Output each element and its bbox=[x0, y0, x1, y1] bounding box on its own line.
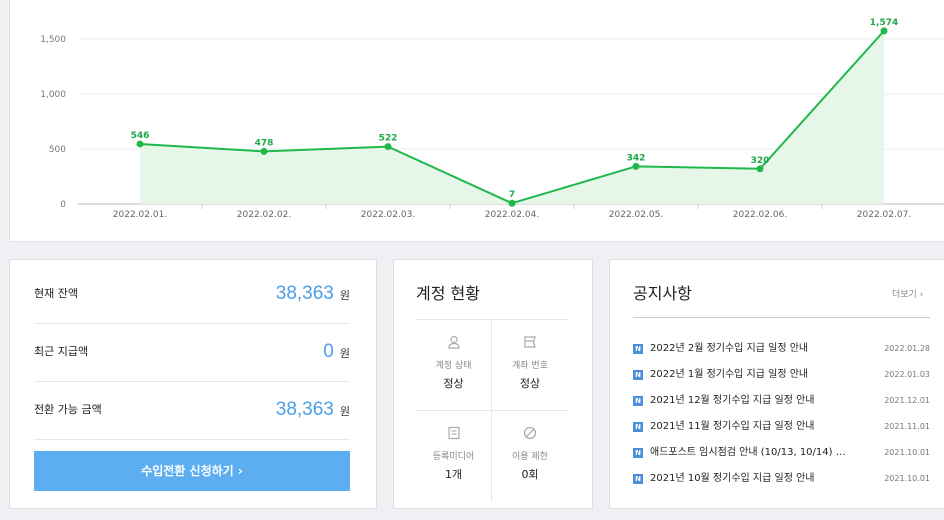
usage-restriction-label: 이용 제한 bbox=[512, 452, 548, 462]
convertible-amount-row: 전환 가능 금액 38,363 원 bbox=[34, 381, 350, 440]
account-state-cell: 계정 상태 정상 bbox=[416, 320, 492, 411]
data-point bbox=[260, 147, 268, 155]
account-state-value: 정상 bbox=[443, 377, 464, 390]
revenue-line-chart: 0 500 1,000 1,500 2022.02.01. 2022.02.02. 2022… bbox=[40, 18, 944, 220]
current-balance-value: 38,363 원 bbox=[276, 265, 350, 325]
bank-account-label: 계좌 번호 bbox=[512, 361, 548, 371]
data-point bbox=[756, 165, 764, 173]
notice-item[interactable]: N 2022년 2월 정기수입 지급 일정 안내 2022.01.28 bbox=[633, 338, 930, 364]
new-badge-icon: N bbox=[633, 474, 643, 484]
data-label: 546 bbox=[131, 131, 150, 141]
account-status-grid: 계정 상태 정상 계좌 번호 정상 등록미디어 1개 이용 제한 0회 bbox=[416, 319, 568, 520]
y-tick-label: 1,500 bbox=[40, 35, 66, 45]
convertible-amount-value: 38,363 원 bbox=[276, 381, 350, 441]
x-tick-label: 2022.02.02. bbox=[237, 210, 291, 220]
registered-media-cell: 등록미디어 1개 bbox=[416, 411, 492, 502]
bank-account-cell: 계좌 번호 정상 bbox=[492, 320, 568, 411]
notice-item-date: 2022.01.28 bbox=[884, 344, 930, 353]
usage-restriction-cell: 이용 제한 0회 bbox=[492, 411, 568, 502]
data-label: 7 bbox=[509, 190, 515, 200]
x-tick-label: 2022.02.07. bbox=[857, 210, 911, 220]
notice-item-title[interactable]: 애드포스트 임시점검 안내 (10/13, 10/14) … bbox=[650, 447, 846, 458]
x-tick-label: 2022.02.04. bbox=[485, 210, 539, 220]
revenue-chart-panel: 0 500 1,000 1,500 2022.02.01. 2022.02.02. 2022… bbox=[9, 0, 944, 242]
data-point bbox=[136, 140, 144, 148]
notice-panel: 공지사항 더보기 › N 2022년 2월 정기수입 지급 일정 안내 2022… bbox=[609, 259, 944, 509]
account-status-panel: 계정 현황 계정 상태 정상 계좌 번호 정상 등록미디어 1개 이용 제한 0… bbox=[393, 259, 593, 509]
data-label: 478 bbox=[255, 138, 274, 148]
y-tick-label: 1,000 bbox=[40, 90, 66, 100]
convertible-amount-number: 38,363 bbox=[275, 399, 334, 420]
new-badge-icon: N bbox=[633, 370, 643, 380]
notice-divider bbox=[633, 317, 930, 318]
document-icon bbox=[447, 426, 460, 440]
notice-item[interactable]: N 2022년 1월 정기수입 지급 일정 안내 2022.01.03 bbox=[633, 364, 930, 390]
data-point bbox=[384, 143, 392, 151]
data-label: 1,574 bbox=[870, 18, 898, 28]
notice-title: 공지사항 bbox=[633, 284, 692, 303]
bank-account-value: 정상 bbox=[519, 377, 541, 390]
convert-request-button[interactable]: 수입전환 신청하기 › bbox=[34, 451, 350, 491]
account-state-label: 계정 상태 bbox=[435, 361, 472, 371]
registered-media-label: 등록미디어 bbox=[432, 452, 475, 462]
x-tick-label: 2022.02.03. bbox=[361, 210, 415, 220]
data-label: 342 bbox=[627, 153, 646, 163]
current-balance-row: 현재 잔액 38,363 원 bbox=[34, 265, 350, 324]
currency-unit: 원 bbox=[339, 347, 350, 360]
data-point bbox=[508, 199, 516, 207]
new-badge-icon: N bbox=[633, 344, 643, 354]
card-icon bbox=[524, 336, 536, 348]
notice-item-title[interactable]: 2022년 2월 정기수입 지급 일정 안내 bbox=[650, 343, 809, 354]
y-tick-label: 0 bbox=[60, 200, 66, 210]
data-label: 522 bbox=[379, 134, 398, 144]
y-tick-label: 500 bbox=[49, 145, 66, 155]
notice-item-date: 2021.11.01 bbox=[884, 422, 930, 431]
notice-item[interactable]: N 애드포스트 임시점검 안내 (10/13, 10/14) … 2021.10… bbox=[633, 442, 930, 468]
notice-item-title[interactable]: 2021년 10월 정기수입 지급 일정 안내 bbox=[650, 473, 815, 484]
registered-media-value: 1개 bbox=[444, 468, 463, 481]
ban-icon bbox=[523, 426, 537, 440]
notice-item-title[interactable]: 2021년 12월 정기수입 지급 일정 안내 bbox=[650, 395, 815, 406]
notice-item-date: 2021.10.01 bbox=[884, 474, 930, 483]
convertible-amount-label: 전환 가능 금액 bbox=[34, 403, 102, 416]
notice-item-title[interactable]: 2022년 1월 정기수입 지급 일정 안내 bbox=[650, 369, 809, 380]
person-icon bbox=[447, 335, 460, 349]
notice-item[interactable]: N 2021년 11월 정기수입 지급 일정 안내 2021.11.01 bbox=[633, 416, 930, 442]
new-badge-icon: N bbox=[633, 396, 643, 406]
x-tick-label: 2022.02.06. bbox=[733, 210, 787, 220]
x-tick-label: 2022.02.01. bbox=[113, 210, 167, 220]
account-status-title: 계정 현황 bbox=[416, 284, 480, 303]
notice-item-title[interactable]: 2021년 11월 정기수입 지급 일정 안내 bbox=[650, 421, 815, 432]
notice-item-date: 2022.01.03 bbox=[884, 370, 930, 379]
data-label: 320 bbox=[751, 156, 770, 166]
usage-restriction-value: 0회 bbox=[521, 468, 539, 481]
data-point bbox=[880, 27, 888, 35]
new-badge-icon: N bbox=[633, 448, 643, 458]
series-area bbox=[140, 30, 884, 204]
notice-item-date: 2021.12.01 bbox=[884, 396, 930, 405]
notice-item[interactable]: N 2021년 10월 정기수입 지급 일정 안내 2021.10.01 bbox=[633, 468, 930, 494]
current-balance-label: 현재 잔액 bbox=[34, 287, 78, 300]
current-balance-amount: 38,363 bbox=[275, 283, 334, 304]
notice-item[interactable]: N 2021년 12월 정기수입 지급 일정 안내 2021.12.01 bbox=[633, 390, 930, 416]
recent-payment-amount: 0 bbox=[323, 341, 334, 362]
recent-payment-label: 최근 지급액 bbox=[34, 345, 89, 358]
new-badge-icon: N bbox=[633, 422, 643, 432]
currency-unit: 원 bbox=[339, 405, 350, 418]
notice-item-date: 2021.10.01 bbox=[884, 448, 930, 457]
more-link[interactable]: 더보기 › bbox=[892, 290, 924, 300]
currency-unit: 원 bbox=[339, 289, 350, 302]
x-tick-label: 2022.02.05. bbox=[609, 210, 663, 220]
data-point bbox=[632, 162, 640, 170]
